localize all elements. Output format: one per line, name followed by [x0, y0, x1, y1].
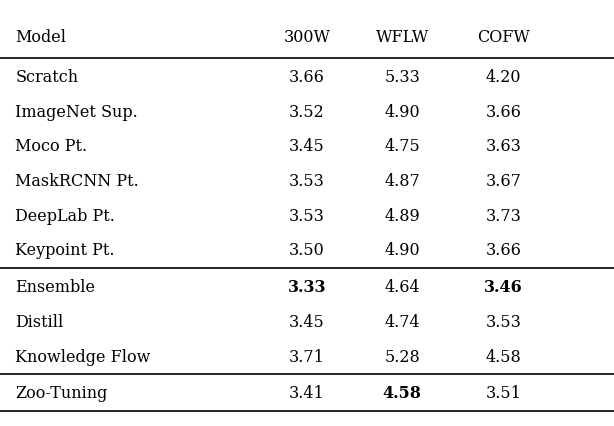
Text: 4.89: 4.89 — [384, 207, 420, 225]
Text: 3.66: 3.66 — [486, 242, 521, 259]
Text: Knowledge Flow: Knowledge Flow — [15, 348, 150, 366]
Text: 3.45: 3.45 — [289, 138, 325, 155]
Text: 3.46: 3.46 — [484, 279, 523, 296]
Text: 4.90: 4.90 — [384, 242, 420, 259]
Text: 3.67: 3.67 — [486, 173, 521, 190]
Text: 4.74: 4.74 — [384, 314, 420, 331]
Text: COFW: COFW — [477, 29, 530, 46]
Text: 5.33: 5.33 — [384, 69, 420, 86]
Text: 4.87: 4.87 — [384, 173, 420, 190]
Text: 3.41: 3.41 — [289, 386, 325, 402]
Text: 4.64: 4.64 — [384, 279, 420, 296]
Text: MaskRCNN Pt.: MaskRCNN Pt. — [15, 173, 139, 190]
Text: Ensemble: Ensemble — [15, 279, 95, 296]
Text: 3.33: 3.33 — [288, 279, 326, 296]
Text: 3.52: 3.52 — [289, 104, 325, 121]
Text: 5.28: 5.28 — [384, 348, 420, 366]
Text: 4.90: 4.90 — [384, 104, 420, 121]
Text: 300W: 300W — [284, 29, 330, 46]
Text: 3.66: 3.66 — [486, 104, 521, 121]
Text: 4.20: 4.20 — [486, 69, 521, 86]
Text: Scratch: Scratch — [15, 69, 79, 86]
Text: ImageNet Sup.: ImageNet Sup. — [15, 104, 138, 121]
Text: Keypoint Pt.: Keypoint Pt. — [15, 242, 115, 259]
Text: 3.53: 3.53 — [486, 314, 521, 331]
Text: Model: Model — [15, 29, 66, 46]
Text: WFLW: WFLW — [376, 29, 429, 46]
Text: Distill: Distill — [15, 314, 64, 331]
Text: 4.58: 4.58 — [486, 348, 521, 366]
Text: 3.66: 3.66 — [289, 69, 325, 86]
Text: 3.51: 3.51 — [486, 386, 521, 402]
Text: 4.75: 4.75 — [384, 138, 420, 155]
Text: Zoo-Tuning: Zoo-Tuning — [15, 386, 107, 402]
Text: 3.63: 3.63 — [486, 138, 521, 155]
Text: Moco Pt.: Moco Pt. — [15, 138, 87, 155]
Text: 4.58: 4.58 — [383, 386, 422, 402]
Text: 3.73: 3.73 — [486, 207, 521, 225]
Text: 3.53: 3.53 — [289, 207, 325, 225]
Text: 3.71: 3.71 — [289, 348, 325, 366]
Text: 3.50: 3.50 — [289, 242, 325, 259]
Text: 3.53: 3.53 — [289, 173, 325, 190]
Text: 3.45: 3.45 — [289, 314, 325, 331]
Text: DeepLab Pt.: DeepLab Pt. — [15, 207, 115, 225]
